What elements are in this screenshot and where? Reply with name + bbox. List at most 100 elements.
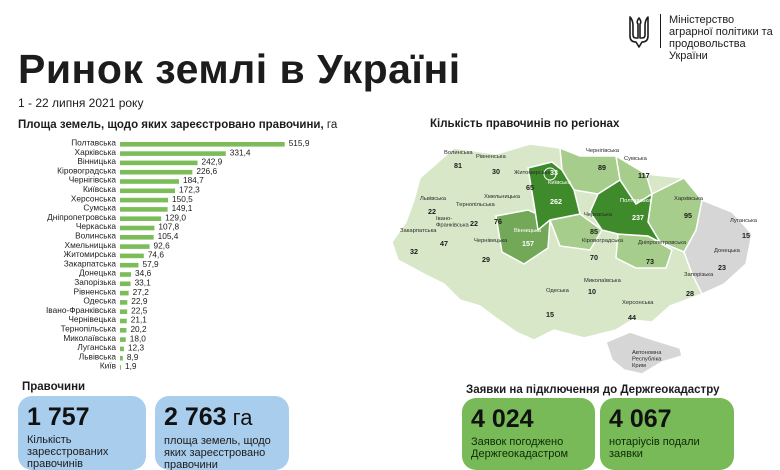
bar <box>120 328 127 333</box>
bar <box>120 300 128 305</box>
bar <box>120 272 132 277</box>
applications-approved-text: Заявок погоджено Держгеокадастром <box>471 436 569 460</box>
bar <box>120 290 129 296</box>
bar-value-label: 92,6 <box>154 240 171 250</box>
map-region-count: 89 <box>598 163 606 172</box>
map-region-count: 117 <box>638 171 650 180</box>
map-region-name: Автономна <box>632 350 662 356</box>
map-region-count: 95 <box>684 211 692 220</box>
map-region-count: 76 <box>494 217 502 226</box>
map-region-name: Київ <box>550 138 561 144</box>
bar-value-label: 20,2 <box>130 324 147 334</box>
bar <box>120 169 193 175</box>
map-region-count: 29 <box>482 255 490 264</box>
bar-value-label: 33,1 <box>135 278 152 288</box>
bar-chart-title-text: Площа земель, щодо яких зареєстровано пр… <box>18 119 324 131</box>
map-kyiv-city <box>543 167 557 181</box>
map-region-name: Тернопільська <box>456 202 496 208</box>
map-region-name: Запорізька <box>684 272 714 278</box>
map-region-name: Херсонська <box>622 300 654 306</box>
bar-category-label: Рівненська <box>74 286 117 296</box>
map-region-count: 70 <box>590 253 598 262</box>
bar-value-label: 331,4 <box>230 147 251 157</box>
parties-count-value: 1 757 <box>27 403 90 431</box>
bar <box>120 225 155 231</box>
bar-value-label: 515,9 <box>289 138 310 148</box>
bar <box>120 235 154 240</box>
map-region-count: 157 <box>522 239 534 248</box>
bar-value-label: 57,9 <box>142 259 159 269</box>
map-region-count: 73 <box>646 257 654 266</box>
bar <box>120 365 121 370</box>
bar <box>120 262 139 268</box>
map-region-name: Кіровоградська <box>582 238 624 244</box>
bar-category-label: Хмельницька <box>65 240 117 250</box>
map-region-name: Київська <box>548 180 572 186</box>
map-region-count: 28 <box>686 289 694 298</box>
map-region-name: Крим <box>632 363 646 369</box>
map-region-name: Хмельницька <box>484 194 521 200</box>
bar <box>120 179 179 184</box>
bar-value-label: 172,3 <box>179 185 200 195</box>
bar-value-label: 242,9 <box>202 157 223 167</box>
map-crimea <box>605 331 683 375</box>
bar-value-label: 226,6 <box>196 166 217 176</box>
bar-category-label: Чернігівська <box>69 175 117 185</box>
bar-value-label: 12,3 <box>128 343 145 353</box>
bar <box>120 244 150 249</box>
map-region-count: 22 <box>428 207 436 216</box>
bar-value-label: 107,8 <box>158 222 179 232</box>
map-region-count: 47 <box>440 239 448 248</box>
bar-category-label: Тернопільська <box>61 324 117 334</box>
bar-value-label: 184,7 <box>183 175 204 185</box>
bar-value-label: 18,0 <box>130 333 147 343</box>
bar-value-label: 1,9 <box>125 361 137 371</box>
bar <box>120 151 226 156</box>
bar-category-label: Кіровоградська <box>57 165 116 175</box>
applications-label: Заявки на підключення до Держгеокадастру <box>466 384 720 396</box>
bar-value-label: 105,4 <box>158 231 179 241</box>
bar-category-label: Сумська <box>83 203 116 213</box>
map-region-name: Івано- <box>436 216 452 222</box>
map-title: Кількість правочинів по регіонах <box>430 118 620 130</box>
map-region-name: Рівненська <box>476 154 506 160</box>
map-region-name: Республіка <box>632 357 662 363</box>
ministry-logo: Міністерство аграрної політики та продов… <box>626 14 780 62</box>
map-region-kyiv <box>527 161 581 232</box>
bar <box>120 207 168 212</box>
parties-area-unit: га <box>226 405 253 430</box>
map-region-count: 10 <box>588 287 596 296</box>
map-region-poltava <box>589 178 662 244</box>
bar-category-label: Харківська <box>75 147 117 157</box>
bar-category-label: Київ <box>100 361 117 371</box>
bar-value-label: 74,6 <box>148 250 165 260</box>
map-region-count: 44 <box>628 313 636 322</box>
applications-notaries-value: 4 067 <box>609 405 672 433</box>
bar-chart-title: Площа земель, щодо яких зареєстровано пр… <box>18 119 337 131</box>
map-region-count: 22 <box>470 219 478 228</box>
map-region-count: 65 <box>526 183 534 192</box>
map-region-name: Волинська <box>444 150 473 156</box>
map-region-count: 32 <box>410 247 418 256</box>
map-region-name: Закарпатська <box>400 228 437 234</box>
area-bar-chart: Полтавська 515,9 Харківська 331,4 Вінницька 2… <box>46 138 310 371</box>
bar <box>120 318 127 324</box>
bar <box>120 281 131 287</box>
parties-area-card: 2 763 га площа земель, щодо яких зареєст… <box>155 396 289 470</box>
bar-category-label: Луганська <box>77 342 116 352</box>
applications-notaries-card: 4 067 нотаріусів подали заявки <box>600 398 734 470</box>
bar-category-label: Київська <box>83 184 116 194</box>
bar <box>120 346 124 352</box>
bar <box>120 160 198 166</box>
map-region-count: 15 <box>546 310 554 319</box>
bar-chart-unit: га <box>326 119 338 131</box>
parties-count-card: 1 757 Кількість зареєстрованих правочині… <box>18 396 146 470</box>
map-region-name: Донецька <box>714 248 741 254</box>
date-range: 1 - 22 липня 2021 року <box>18 96 144 110</box>
bar <box>120 142 285 147</box>
bar-category-label: Одеська <box>83 296 116 306</box>
bar <box>120 197 169 203</box>
bar-category-label: Дніпропетровська <box>47 212 116 222</box>
bar-category-label: Херсонська <box>71 193 116 203</box>
bar-category-label: Запорізька <box>74 277 116 287</box>
